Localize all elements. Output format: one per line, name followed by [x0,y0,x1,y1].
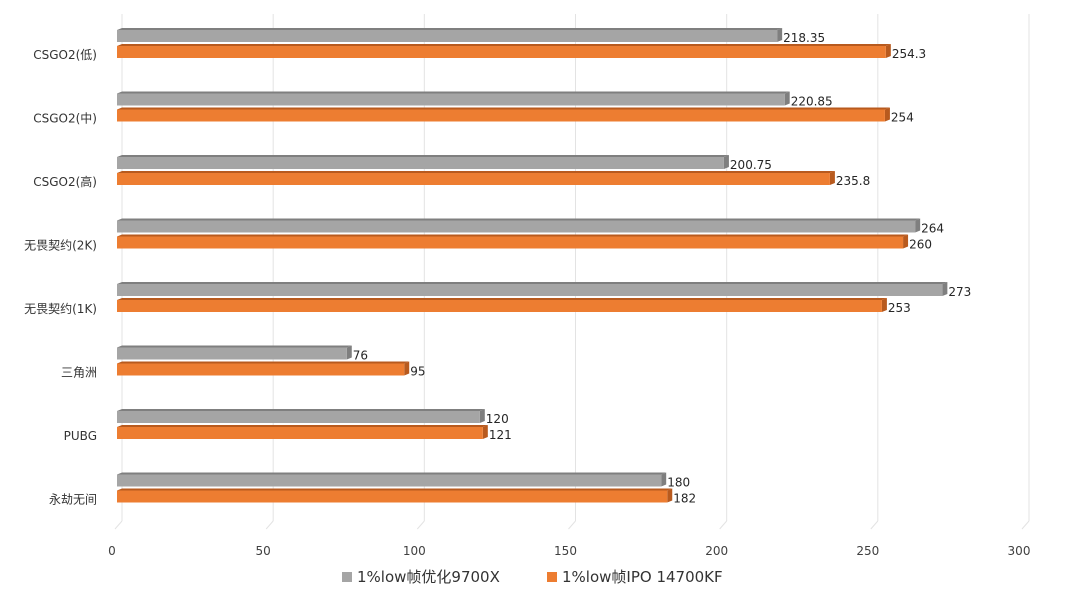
bar-orange [117,363,405,376]
bar-gray [117,411,480,423]
category-label: 无畏契约(2K) [24,238,97,253]
data-label: 254 [891,111,914,125]
bar-side-face [482,425,488,439]
bar-side-face [881,298,887,312]
bar-side-face [903,234,909,249]
bar-orange [117,490,668,503]
bar-top-face [117,234,909,237]
bar-side-face [915,218,921,233]
bar-side-face [479,409,485,423]
bar-top-face [117,409,485,411]
bar-side-face [884,107,890,122]
bar-orange [117,236,904,249]
data-label: 76 [353,349,368,363]
category-label: 无畏契约(1K) [24,301,97,316]
data-label: 220.85 [791,95,833,109]
bar-top-face [117,425,488,427]
bar-top-face [117,218,921,221]
gridline-foot-6 [1021,520,1030,530]
bar-side-face [404,361,410,376]
data-label: 260 [909,238,932,252]
bar-orange [117,427,483,439]
data-label: 182 [673,492,696,506]
category-label: 三角洲 [61,366,97,380]
category-label: CSGO2(中) [33,111,97,126]
data-label: 180 [667,476,690,490]
gridlines [114,14,1030,530]
bar-top-face [117,282,948,284]
bar-side-face [829,171,835,185]
bar-orange [117,46,886,58]
bar-orange [117,109,885,122]
data-label: 253 [888,301,911,315]
bar-top-face [117,155,729,157]
x-tick-label: 150 [554,544,577,558]
bar-top-face [117,361,410,364]
x-tick-label: 0 [108,544,116,558]
gridline-foot-0 [114,520,123,530]
data-label: 95 [410,365,425,379]
bar-top-face [117,107,890,110]
bar-top-face [117,91,790,94]
axes: 0 50 100 150 200 250 300 CSGO2(低) CSGO2(中) CSGO2(… [24,48,1030,558]
x-tick-label: 250 [856,544,879,558]
bar-side-face [777,28,783,42]
bar-orange [117,173,830,185]
bar-gray [117,474,662,487]
category-label: CSGO2(高) [33,174,97,189]
data-labels: 218.35 254.3 220.85 254 200.75 235.8 264 260 273… [353,31,972,506]
bar-gray [117,347,347,360]
gridline-foot-4 [719,520,728,530]
bar-top-face [117,44,891,46]
bar-top-face [117,488,673,491]
bar-side-face [784,91,790,106]
bar-top-face [117,472,667,475]
bar-side-face [723,155,729,169]
x-tick-label: 100 [403,544,426,558]
gridline-foot-2 [416,520,425,530]
data-label: 264 [921,222,944,236]
x-tick-label: 50 [256,544,271,558]
gridline-foot-5 [870,520,879,530]
bar-gray [117,93,785,106]
data-label: 254.3 [892,47,926,61]
category-label: 永劫无间 [49,493,97,507]
legend-swatch [547,572,557,582]
legend-entry: 1%low帧IPO 14700KF [562,568,723,586]
bars [117,28,948,503]
bar-gray [117,30,778,42]
legend-entry: 1%low帧优化9700X [357,568,500,586]
bar-side-face [667,488,673,503]
x-tick-label: 200 [705,544,728,558]
bar-gray [117,284,943,296]
category-label: CSGO2(低) [33,48,97,62]
data-label: 235.8 [836,174,870,188]
legend-swatch [342,572,352,582]
gridline-foot-1 [265,520,274,530]
bar-gray [117,157,724,169]
bar-gray [117,220,916,233]
bar-orange [117,300,882,312]
data-label: 218.35 [783,31,825,45]
bar-top-face [117,298,887,300]
data-label: 273 [948,285,971,299]
bar-side-face [661,472,667,487]
data-label: 200.75 [730,158,772,172]
bar-side-face [942,282,948,296]
bar-top-face [117,171,835,173]
bar-side-face [885,44,891,58]
data-label: 121 [489,428,512,442]
bar-side-face [346,345,352,360]
data-label: 120 [486,412,509,426]
x-tick-label: 300 [1008,544,1031,558]
legend: 1%low帧优化9700X 1%low帧IPO 14700KF [342,568,723,586]
bar-top-face [117,345,352,348]
bar-top-face [117,28,783,30]
category-label: PUBG [64,429,97,443]
gridline-foot-3 [568,520,576,530]
